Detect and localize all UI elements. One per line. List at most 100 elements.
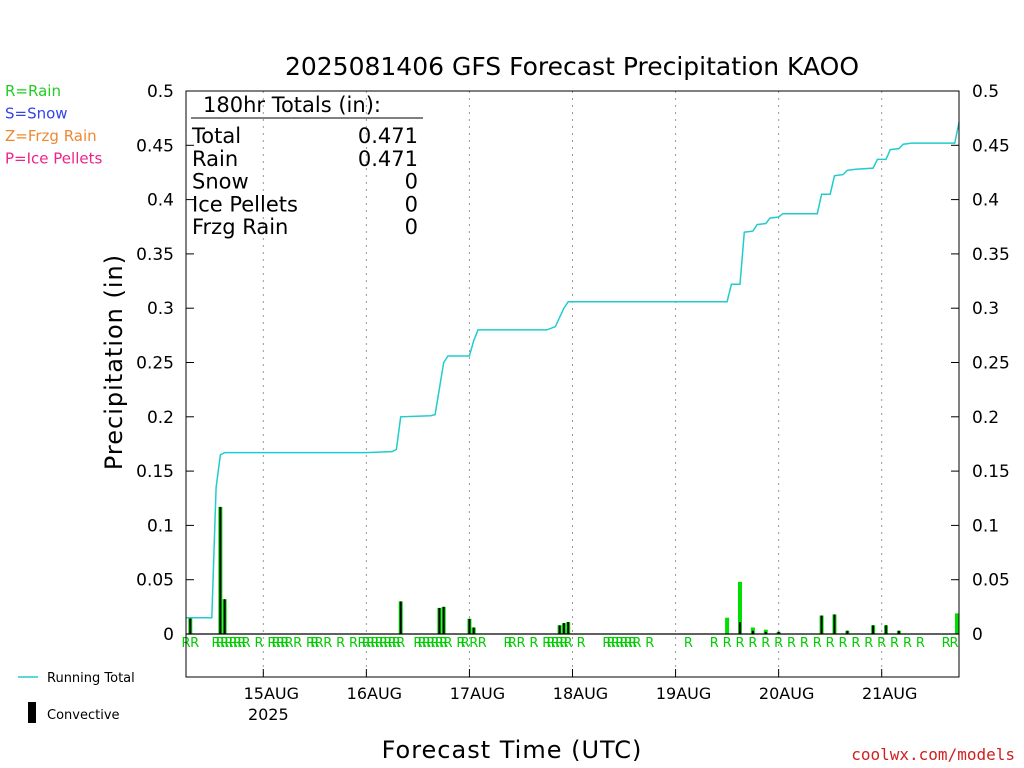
ptype-legend: R=Rain S=Snow Z=Frzg Rain P=Ice Pellets	[5, 82, 102, 168]
convective-bar	[897, 630, 900, 634]
ptype-legend-item: R=Rain	[5, 82, 61, 100]
rain-marker: R	[276, 636, 285, 651]
rain-marker: R	[602, 636, 611, 651]
rain-marker: R	[426, 636, 435, 651]
rain-marker: R	[607, 636, 616, 651]
y-tick-label: 0.4	[147, 191, 174, 211]
totals-row-value: 0	[405, 215, 418, 239]
totals-row-label: Total	[191, 124, 241, 148]
x-tick-label: 21AUG	[862, 684, 917, 703]
rain-marker: R	[839, 636, 848, 651]
rain-marker: R	[229, 636, 238, 651]
rain-marker: R	[504, 636, 513, 651]
rain-marker: R	[723, 636, 732, 651]
rain-marker: R	[813, 636, 822, 651]
convective-bar	[562, 623, 565, 634]
rain-marker: R	[949, 636, 958, 651]
rain-marker: R	[684, 636, 693, 651]
rain-marker: R	[272, 636, 281, 651]
rain-marker: R	[233, 636, 242, 651]
rain-marker: R	[529, 636, 538, 651]
rain-marker: R	[431, 636, 440, 651]
y-tick-label: 0	[163, 625, 174, 645]
rain-marker: R	[220, 636, 229, 651]
y-tick-label-right: 0.1	[972, 516, 999, 536]
precip-bars	[188, 506, 959, 634]
rain-marker: R	[362, 636, 371, 651]
y-tick-label-right: 0	[972, 625, 983, 645]
running-total-line	[186, 122, 960, 619]
rain-marker: R	[315, 636, 324, 651]
convective-bar	[764, 631, 767, 634]
x-tick-label: 15AUG	[244, 684, 299, 703]
y-tick-label: 0.1	[147, 516, 174, 536]
y-tick-label-right: 0.35	[972, 245, 1010, 265]
totals-row-value: 0	[405, 192, 418, 216]
rain-marker: R	[632, 636, 641, 651]
y-tick-label-right: 0.5	[972, 82, 999, 102]
y-tick-label-right: 0.2	[972, 408, 999, 428]
y-tick-label-right: 0.25	[972, 354, 1010, 374]
rain-marker: R	[615, 636, 624, 651]
rain-marker: R	[628, 636, 637, 651]
ptype-legend-item: Z=Frzg Rain	[5, 127, 97, 145]
y-axis-label: Precipitation (in)	[100, 254, 128, 470]
y-tick-label: 0.05	[136, 571, 174, 591]
rain-marker: R	[190, 636, 199, 651]
rain-marker: R	[212, 636, 221, 651]
x-axis: 15AUG 16AUG 17AUG 18AUG 19AUG 20AUG 21AUG 2025	[244, 669, 917, 724]
rain-marker: R	[358, 636, 367, 651]
rain-marker: R	[216, 636, 225, 651]
totals-row-label: Ice Pellets	[192, 192, 298, 216]
rain-marker: R	[413, 636, 422, 651]
rain-marker: R	[388, 636, 397, 651]
ptype-legend-item: S=Snow	[5, 105, 68, 123]
rain-marker: R	[293, 636, 302, 651]
rain-marker: R	[267, 636, 276, 651]
totals-box: 180hr Totals (in): Total 0.471 Rain 0.471 Sn…	[191, 93, 423, 239]
rain-marker: R	[285, 636, 294, 651]
rain-marker: R	[392, 636, 401, 651]
rain-marker: R	[242, 636, 251, 651]
rain-marker: R	[903, 636, 912, 651]
rain-marker: R	[748, 636, 757, 651]
rain-marker: R	[890, 636, 899, 651]
convective-legend-label: Convective	[47, 708, 120, 723]
rain-marker: R	[774, 636, 783, 651]
totals-row-value: 0.471	[358, 147, 418, 171]
grid	[262, 91, 883, 677]
totals-row-value: 0	[405, 170, 418, 194]
y-tick-label-right: 0.4	[972, 191, 999, 211]
convective-bar	[468, 618, 471, 634]
convective-bar	[558, 625, 561, 634]
credit-text: coolwx.com/models	[851, 745, 1015, 764]
rain-marker: R	[564, 636, 573, 651]
convective-bar	[438, 607, 441, 634]
convective-bar	[567, 622, 570, 634]
rain-marker: R	[787, 636, 796, 651]
y-tick-label: 0.25	[136, 354, 174, 374]
rain-marker: R	[916, 636, 925, 651]
x-tick-label: 19AUG	[656, 684, 711, 703]
ptype-legend-item: P=Ice Pellets	[5, 150, 102, 168]
convective-bar	[884, 625, 887, 634]
chart-title: 2025081406 GFS Forecast Precipitation KA…	[285, 52, 859, 81]
rain-marker: R	[942, 636, 951, 651]
precip-bar	[737, 581, 742, 634]
x-tick-label: 16AUG	[347, 684, 402, 703]
rain-marker: R	[877, 636, 886, 651]
convective-bar	[846, 630, 849, 634]
rain-marker: R	[555, 636, 564, 651]
convective-bar	[472, 627, 475, 634]
rain-marker: R	[418, 636, 427, 651]
rain-marker: R	[851, 636, 860, 651]
rain-marker: R	[306, 636, 315, 651]
rain-marker: R	[551, 636, 560, 651]
convective-bar	[738, 622, 741, 634]
rain-marker: R	[237, 636, 246, 651]
rain-marker: R	[611, 636, 620, 651]
rain-marker: R	[224, 636, 233, 651]
convective-legend-swatch	[28, 702, 36, 723]
y-tick-label: 0.15	[136, 462, 174, 482]
